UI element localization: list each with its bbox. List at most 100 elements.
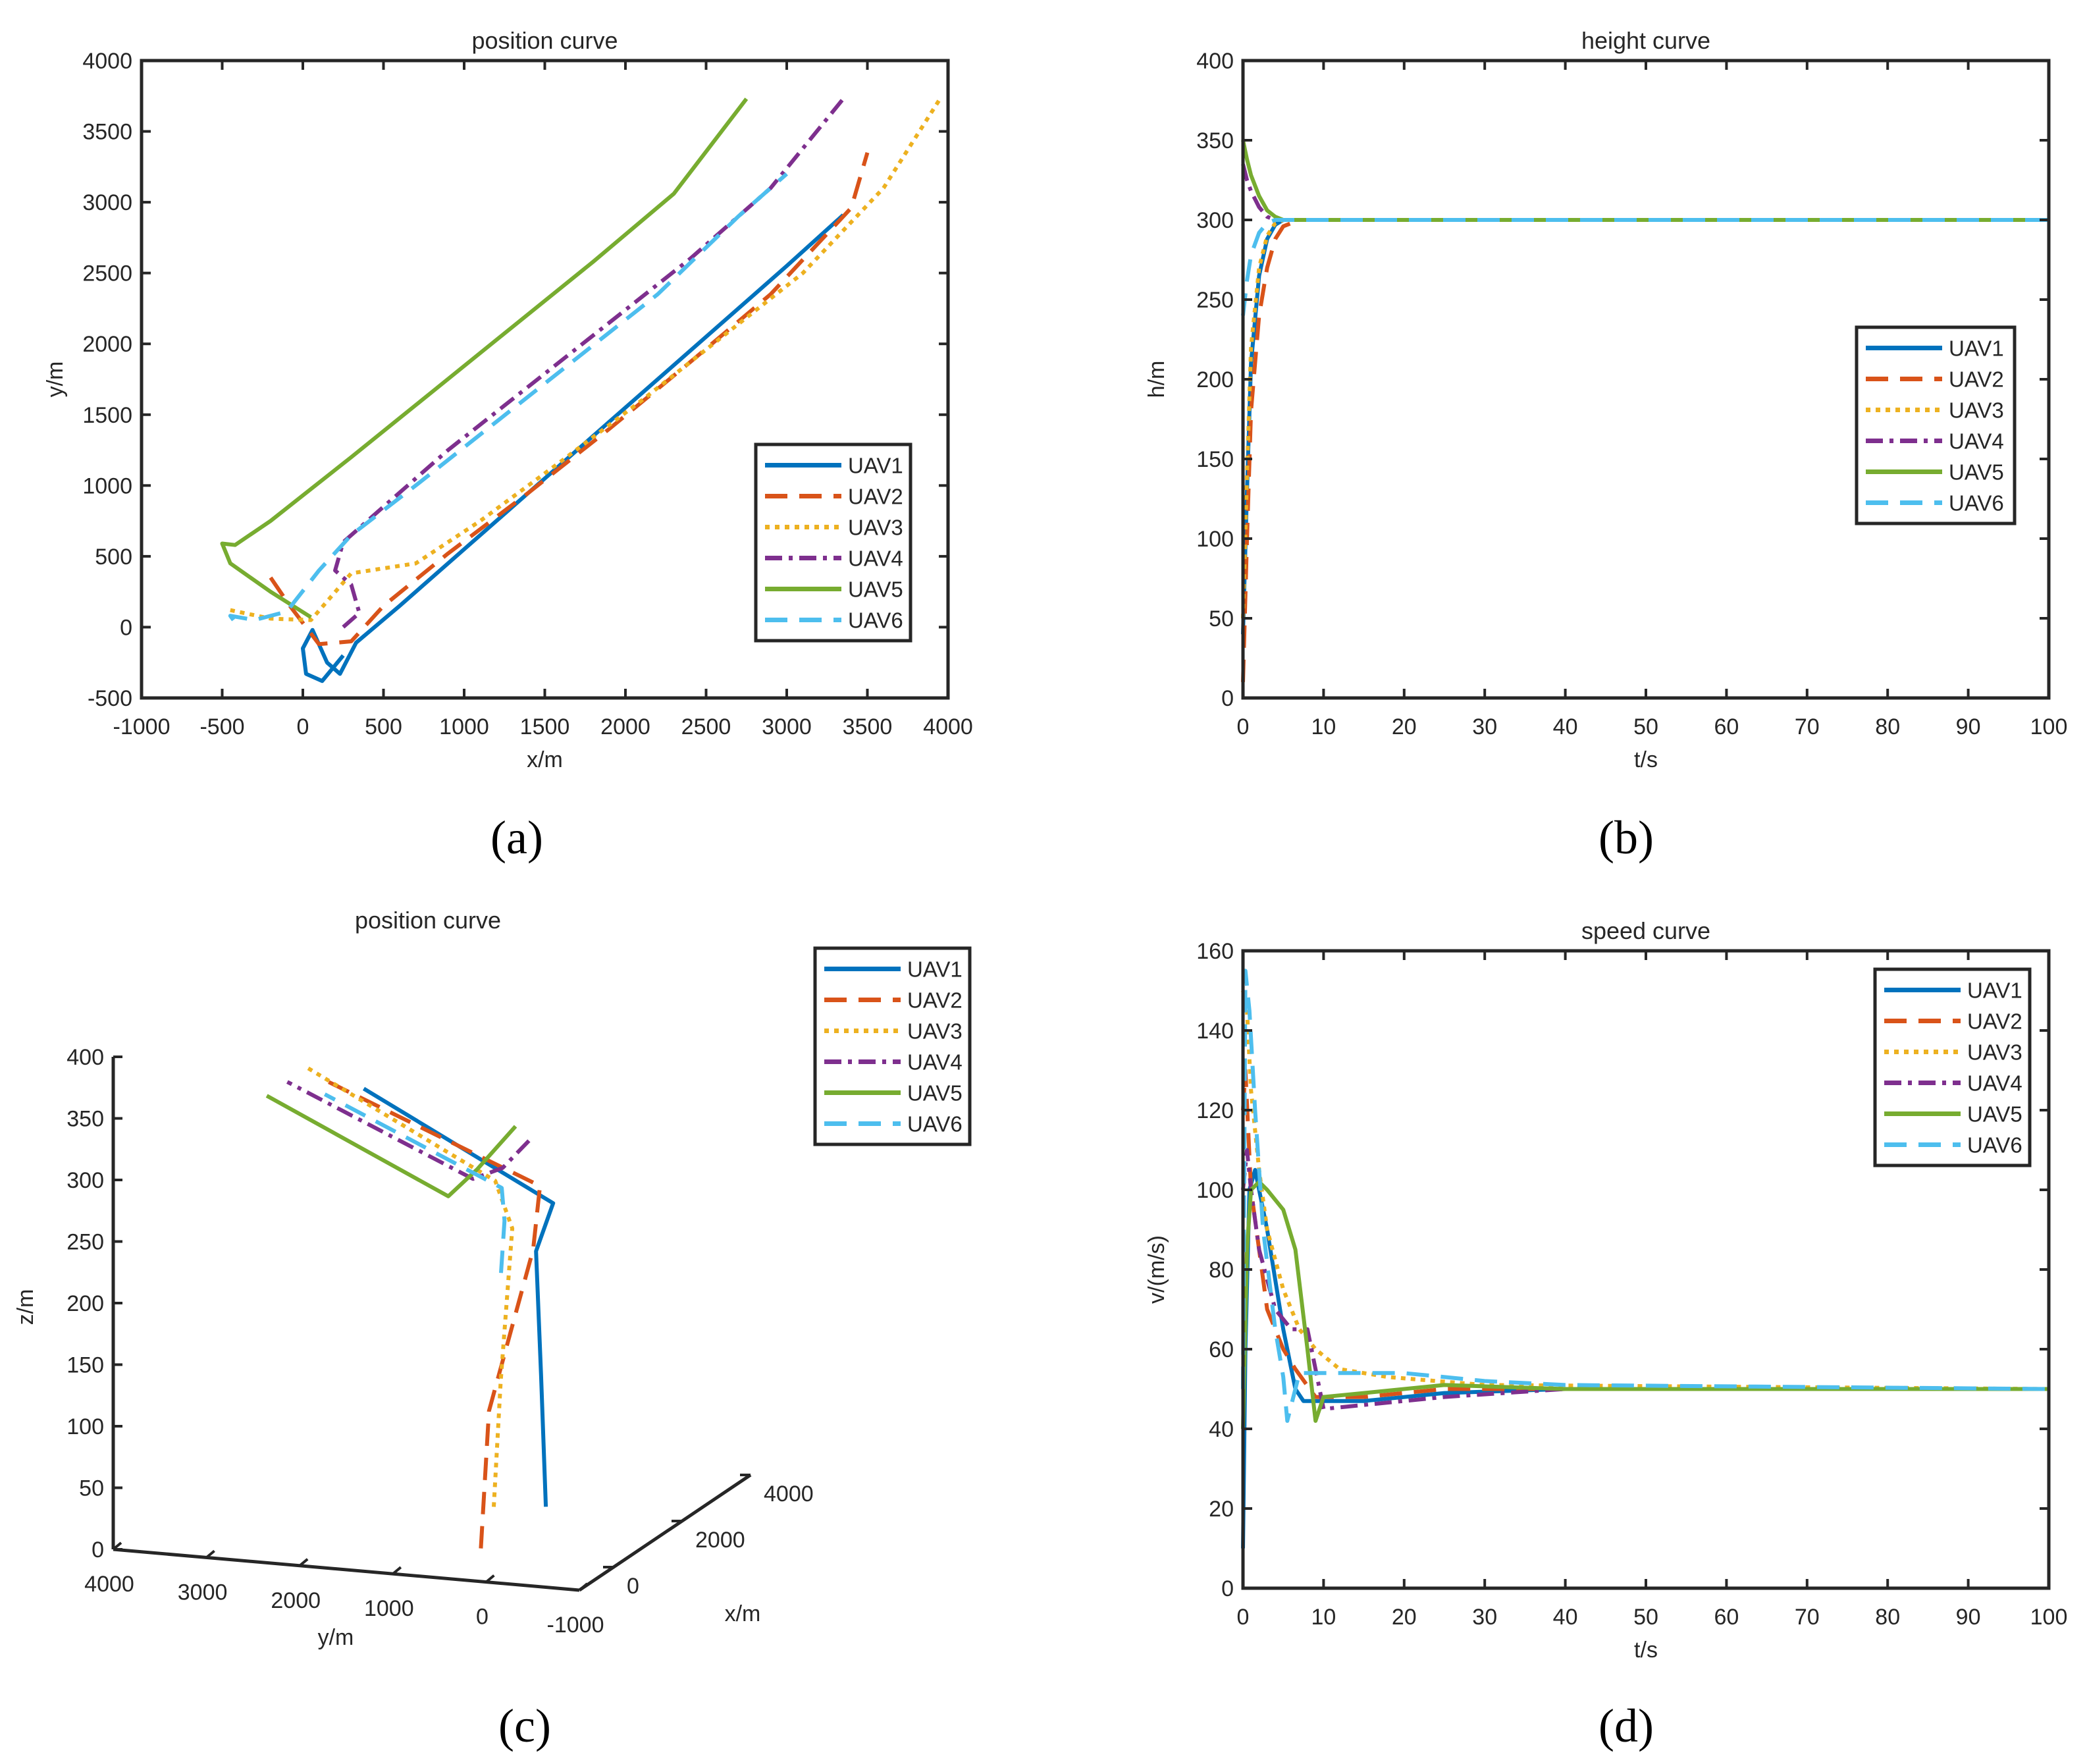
- panel-a-series-uav3: [230, 97, 942, 622]
- panel-a-xtick-label: 2000: [600, 714, 650, 739]
- panel-a-xtick-label: 1000: [439, 714, 489, 739]
- legend-label-uav4: UAV4: [1949, 429, 2004, 453]
- panel-b-xlabel: t/s: [1634, 747, 1658, 772]
- panel-d-series-uav3: [1241, 990, 2049, 1391]
- panel-c-title: position curve: [355, 907, 501, 934]
- panel-d-xtick-label: 20: [1392, 1605, 1417, 1630]
- legend-label-uav5: UAV5: [907, 1081, 963, 1105]
- panel-b-xtick-label: 70: [1795, 714, 1820, 739]
- panel-a-series-uav5: [220, 97, 749, 619]
- panel-b-ytick-label: 150: [1196, 447, 1234, 472]
- panel-b-series-uav4: [1241, 163, 2049, 222]
- panel-label-b: (b): [1598, 811, 1654, 864]
- panel-label-a: (a): [490, 811, 543, 864]
- panel-c-xtick-label: 4000: [764, 1482, 814, 1507]
- panel-c-series-uav6: [323, 1092, 507, 1273]
- panel-a-xtick-label: -500: [199, 714, 244, 739]
- legend-label-uav1: UAV1: [907, 957, 963, 981]
- legend-label-uav6: UAV6: [1967, 1133, 2022, 1157]
- panel-label-c: (c): [498, 1699, 551, 1752]
- panel-c-ytick-mark: [205, 1549, 215, 1559]
- legend-label-uav6: UAV6: [907, 1111, 963, 1136]
- panel-c-series-uav5: [265, 1094, 517, 1198]
- panel-b-ytick-label: 250: [1196, 288, 1234, 313]
- panel-label-d: (d): [1598, 1699, 1654, 1752]
- panel-a-xtick-label: 0: [297, 714, 309, 739]
- legend-label-uav2: UAV2: [907, 988, 963, 1012]
- panel-c-ytick-label: 1000: [364, 1596, 414, 1621]
- panel-b-xtick-label: 50: [1633, 714, 1658, 739]
- panel-c-series-uav3: [307, 1066, 515, 1507]
- panel-b-ytick-label: 50: [1209, 606, 1234, 631]
- panel-d-ytick-label: 0: [1221, 1576, 1234, 1601]
- panel-b-xtick-label: 20: [1392, 714, 1417, 739]
- panel-d-ytick-label: 60: [1209, 1337, 1234, 1362]
- panel-d-xtick-label: 90: [1956, 1605, 1981, 1630]
- panel-a-ytick-label: 1500: [82, 403, 132, 428]
- legend-label-uav3: UAV3: [1967, 1040, 2022, 1064]
- panel-a-ytick-label: 500: [95, 545, 132, 570]
- legend-label-uav1: UAV1: [1949, 336, 2004, 360]
- legend-box: [1873, 967, 2032, 1167]
- panel-a-xtick-label: 3500: [843, 714, 893, 739]
- panel-b-xtick-label: 40: [1553, 714, 1578, 739]
- panel-d-xtick-label: 10: [1311, 1605, 1336, 1630]
- panel-c-ztick-label: 150: [66, 1353, 104, 1378]
- legend-label-uav3: UAV3: [907, 1019, 963, 1043]
- panel-d-ytick-label: 140: [1196, 1019, 1234, 1044]
- panel-d-ytick-label: 100: [1196, 1178, 1234, 1203]
- panel-a-xtick-label: 1500: [520, 714, 570, 739]
- panel-a-xlabel: x/m: [527, 747, 563, 772]
- panel-d-ytick-label: 160: [1196, 939, 1234, 964]
- panel-c-series-uav2: [327, 1079, 542, 1549]
- panel-a-xtick-label: 500: [365, 714, 402, 739]
- panel-d-xtick-label: 50: [1633, 1605, 1658, 1630]
- panel-a-ytick-label: -500: [88, 686, 132, 711]
- legend-label-uav6: UAV6: [1949, 491, 2004, 515]
- panel-d-xtick-label: 0: [1237, 1605, 1250, 1630]
- panel-b-ylabel: h/m: [1144, 361, 1169, 398]
- panel-a-ytick-label: 3500: [82, 120, 132, 145]
- legend-label-uav4: UAV4: [848, 546, 903, 570]
- panel-a-xtick-label: 3000: [762, 714, 812, 739]
- panel-c-xtick-label: 2000: [695, 1528, 745, 1553]
- panel-d-xtick-label: 70: [1795, 1605, 1820, 1630]
- panel-a-title: position curve: [471, 27, 618, 54]
- panel-d-xtick-label: 30: [1472, 1605, 1497, 1630]
- panel-b-ytick-label: 300: [1196, 208, 1234, 233]
- panel-c-ytick-label: 0: [476, 1605, 489, 1630]
- panel-d-ytick-label: 120: [1196, 1098, 1234, 1123]
- legend-box: [813, 946, 972, 1146]
- legend-label-uav1: UAV1: [1967, 978, 2022, 1002]
- panel-b-series-uav6: [1241, 218, 2049, 316]
- panel-a-ytick-label: 0: [120, 615, 132, 640]
- panel-a-series-uav2: [269, 151, 870, 647]
- panel-c-ztick-label: 200: [66, 1291, 104, 1316]
- panel-a-xtick-label: 2500: [681, 714, 731, 739]
- panel-c-ytick-mark: [112, 1541, 122, 1551]
- legend-label-uav2: UAV2: [848, 484, 903, 508]
- panel-c-ytick-label: -1000: [547, 1613, 604, 1638]
- panel-a-ytick-label: 3000: [82, 190, 132, 215]
- legend-label-uav4: UAV4: [907, 1050, 963, 1074]
- panel-c-y-axis: [113, 1547, 580, 1592]
- panel-d-xtick-label: 60: [1714, 1605, 1739, 1630]
- legend-label-uav1: UAV1: [848, 453, 903, 477]
- panel-c-ztick-label: 250: [66, 1230, 104, 1255]
- panel-a-ytick-label: 4000: [82, 49, 132, 74]
- panel-c-ytick-mark: [298, 1558, 309, 1567]
- panel-c-3d-position-curve: 0 50 100 150 200 250 300 350 400 4000 3000 2000 1000…: [13, 907, 972, 1650]
- panel-b-height-curve: 0 10 20 30 40 50 60 70 80 90 100 0 50 100 150 200 250 300…: [1144, 27, 2067, 772]
- panel-c-series-uav4: [286, 1080, 531, 1181]
- panel-c-ztick-label: 100: [66, 1414, 104, 1439]
- panel-b-title: height curve: [1581, 27, 1710, 54]
- panel-b-xtick-label: 0: [1237, 714, 1250, 739]
- panel-c-x-axis: [578, 1473, 752, 1592]
- panel-a-series-uav1: [301, 213, 845, 683]
- legend-label-uav5: UAV5: [848, 577, 903, 601]
- panel-a-series-uav4: [333, 97, 845, 629]
- panel-c-ztick-label: 350: [66, 1107, 104, 1132]
- legend-box: [754, 442, 912, 643]
- legend-box: [1855, 325, 2017, 525]
